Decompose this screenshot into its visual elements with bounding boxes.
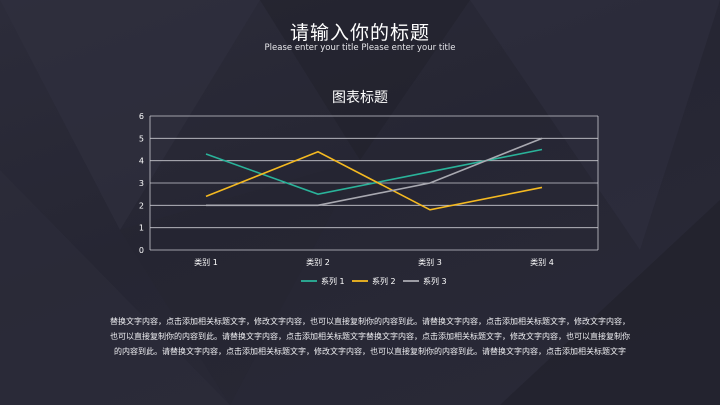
slide-title: 请输入你的标题 xyxy=(289,22,430,44)
y-tick-label: 0 xyxy=(139,246,144,255)
y-tick-label: 3 xyxy=(139,179,144,188)
x-tick-label: 类别 2 xyxy=(306,257,330,267)
y-tick-label: 6 xyxy=(139,112,144,121)
y-tick-label: 1 xyxy=(139,224,144,233)
legend-label: 系列 1 xyxy=(321,276,345,286)
y-tick-label: 5 xyxy=(139,134,144,143)
chart-title: 图表标题 xyxy=(332,90,388,106)
x-tick-label: 类别 4 xyxy=(530,257,554,267)
series-line-1 xyxy=(205,148,543,195)
y-tick-label: 4 xyxy=(139,157,144,166)
legend-label: 系列 3 xyxy=(423,276,447,286)
legend-label: 系列 2 xyxy=(372,276,396,286)
slide-subtitle: Please enter your title Please enter you… xyxy=(264,43,456,53)
x-tick-label: 类别 1 xyxy=(194,257,218,267)
body-paragraph: 替换文字内容，点击添加相关标题文字，修改文字内容，也可以直接复制你的内容到此。请… xyxy=(110,317,630,356)
series-line-3 xyxy=(206,137,543,207)
series-line-2 xyxy=(205,150,543,211)
x-tick-label: 类别 3 xyxy=(418,257,442,267)
y-tick-label: 2 xyxy=(139,201,144,210)
